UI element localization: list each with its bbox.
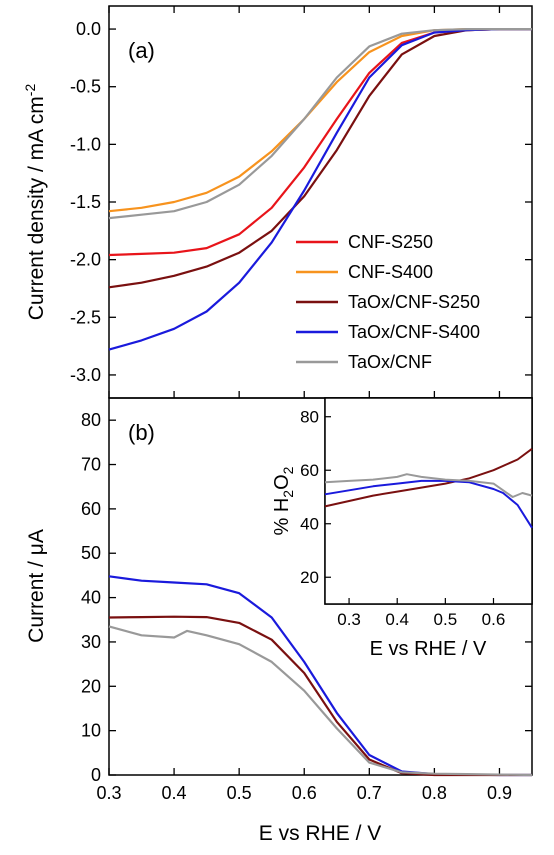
legend-label: TaOx/CNF-S250 (348, 292, 480, 312)
inset-series-line (324, 479, 533, 529)
inset-series (324, 447, 533, 529)
panel-a-series-line (108, 28, 532, 351)
inset-background (324, 397, 533, 605)
panel-b-series-line (108, 625, 533, 777)
panel-a-y-axis-title: Current density / mA cm-2 (22, 84, 48, 321)
inset-y-title-sub1: 2 (280, 490, 296, 498)
panel-a-ticks: 0.0 -0.5 -1.0 -1.5 -2.0 -2.5 -3.0 (70, 6, 532, 398)
inset-x-tick-label: 0.5 (434, 610, 458, 629)
panel-a-y-tick-label: -1.0 (70, 134, 101, 154)
inset-y-tick-label: 40 (300, 515, 319, 534)
inset-y-title-sub2: 2 (280, 466, 296, 474)
inset-y-tick-label: 80 (300, 408, 319, 427)
panel-a-y-tick-label: 0.0 (76, 19, 101, 39)
inset-series-line (324, 473, 533, 498)
inset-x-tick-label: 0.3 (337, 610, 361, 629)
panel-a-y-tick-label: -0.5 (70, 77, 101, 97)
legend-label: TaOx/CNF (348, 352, 432, 372)
panel-b-y-tick-label: 60 (81, 499, 101, 519)
panel-b-y-tick-label: 40 (81, 588, 101, 608)
panel-b-y-tick-label: 0 (91, 765, 101, 785)
x-tick-label: 0.3 (96, 783, 121, 803)
inset-x-axis-title: E vs RHE / V (370, 638, 487, 660)
x-tick-label: 0.9 (487, 783, 512, 803)
x-tick-label: 0.7 (357, 783, 382, 803)
panel-b-y-tick-label: 50 (81, 543, 101, 563)
legend-label: CNF-S400 (348, 262, 433, 282)
inset-x-tick-label: 0.4 (385, 610, 409, 629)
legend-label: TaOx/CNF-S400 (348, 322, 480, 342)
panel-a-y-axis-title-sup: -2 (22, 84, 38, 97)
panel-b-y-tick-label: 20 (81, 676, 101, 696)
panel-a-y-tick-label: -2.5 (70, 307, 101, 327)
legend-label: CNF-S250 (348, 232, 433, 252)
x-axis-title: E vs RHE / V (259, 822, 382, 845)
x-tick-label: 0.6 (292, 783, 317, 803)
panel-b-ticks: 0 10 20 30 40 50 60 70 80 0.3 0.4 0.5 0.6 0.7 0.8 0.9 (81, 410, 532, 803)
legend: CNF-S250 CNF-S400 TaOx/CNF-S250 TaOx/CNF-S4… (296, 232, 480, 372)
panel-b-y-tick-label: 30 (81, 632, 101, 652)
inset-ticks: 20 40 60 80 0.3 0.4 0.5 0.6 (300, 408, 505, 629)
inset-y-axis-title: % H2O2 (271, 466, 296, 535)
inset-y-title-b: O (271, 474, 293, 490)
panel-a-series-line (108, 28, 532, 220)
x-tick-label: 0.5 (227, 783, 252, 803)
panel-b-series-line (108, 575, 532, 777)
x-tick-label: 0.8 (422, 783, 447, 803)
inset-series-line (324, 447, 533, 508)
inset-y-tick-label: 60 (300, 461, 319, 480)
inset-y-title-a: % H (271, 498, 293, 536)
panel-b-y-axis-title: Current / μA (25, 529, 48, 643)
panel-b-y-tick-label: 10 (81, 721, 101, 741)
panel-a-series-line (108, 28, 532, 289)
panel-b-y-tick-label: 80 (81, 410, 101, 430)
panel-b-y-tick-label: 70 (81, 455, 101, 475)
panel-a-y-tick-label: -1.5 (70, 192, 101, 212)
panel-a-label: (a) (128, 38, 155, 63)
inset-y-tick-label: 20 (300, 568, 319, 587)
panel-a-y-tick-label: -2.0 (70, 250, 101, 270)
panel-b-series (108, 397, 533, 777)
panel-a-series-line (108, 28, 532, 213)
inset-x-tick-label: 0.6 (482, 610, 506, 629)
panel-a-y-tick-label: -3.0 (70, 365, 101, 385)
panel-a-y-axis-title-text: Current density / mA cm (25, 96, 48, 320)
panel-a-series-line (108, 28, 532, 257)
x-tick-label: 0.4 (162, 783, 187, 803)
panel-a-series (108, 28, 532, 351)
panel-b-label: (b) (128, 420, 155, 445)
